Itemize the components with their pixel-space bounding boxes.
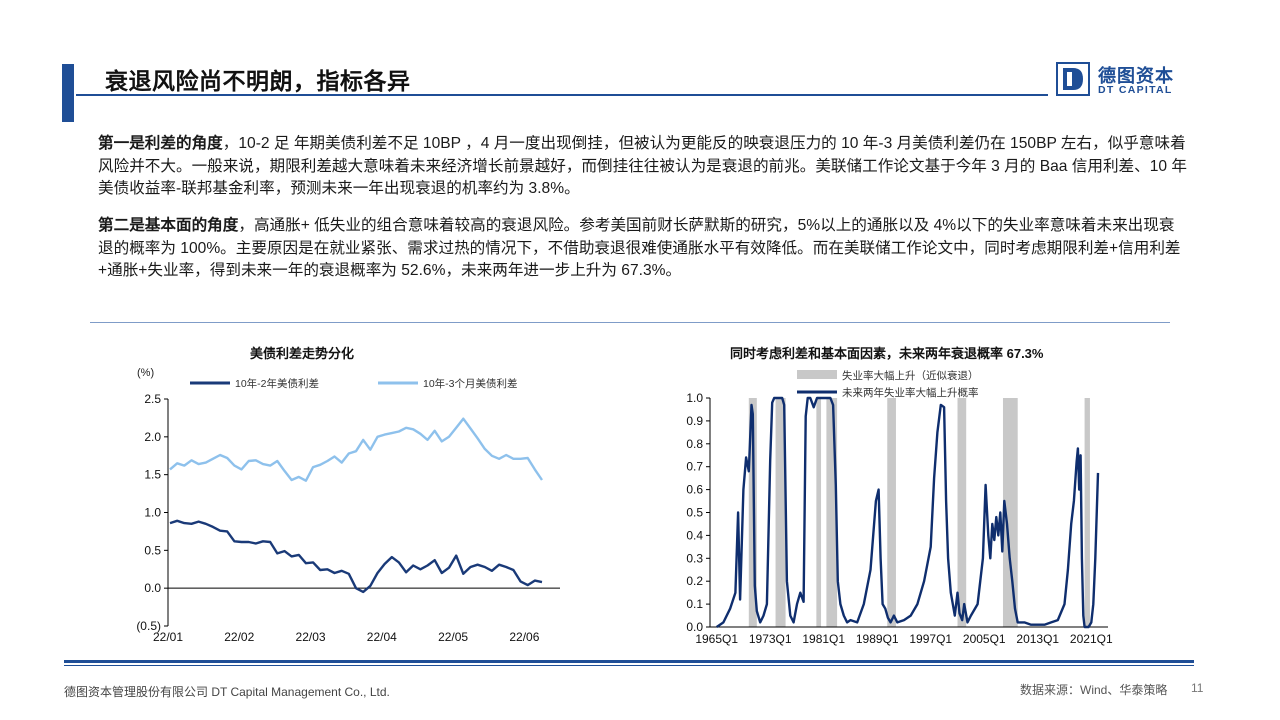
dt-logo-icon	[1056, 62, 1090, 96]
recession-band	[816, 398, 822, 627]
y-tick-label: 0.2	[686, 574, 703, 588]
y-tick-label: 0.7	[686, 460, 703, 474]
recession-band	[775, 398, 786, 627]
logo-english-name: DT CAPITAL	[1098, 84, 1173, 96]
x-tick-label: 22/03	[296, 630, 326, 644]
x-tick-label: 22/04	[367, 630, 397, 644]
treasury-spread-chart: (%) 10年-2年美债利差 10年-3个月美债利差 2.5 2.0 1.5 1.0 0.5 0…	[136, 367, 560, 644]
x-tick-label: 1997Q1	[909, 632, 952, 646]
chart1-title: 美债利差走势分化	[250, 346, 355, 361]
y-tick-label: 1.5	[144, 468, 161, 482]
y-axis-unit-label: (%)	[137, 367, 154, 379]
x-tick-label: 2005Q1	[963, 632, 1006, 646]
logo-chinese-name: 德图资本	[1098, 66, 1174, 86]
y-tick-label: 0.9	[686, 414, 703, 428]
y-tick-label: 2.5	[144, 392, 161, 406]
title-accent-bar	[62, 64, 74, 122]
brand-logo: 德图资本 DT CAPITAL	[1056, 62, 1186, 98]
y-tick-label: 0.8	[686, 437, 703, 451]
footer-rule-thin	[64, 665, 1194, 666]
y-tick-label: 0.3	[686, 551, 703, 565]
y-tick-label: 0.1	[686, 597, 703, 611]
x-tick-label: 22/02	[224, 630, 254, 644]
paragraph-lead: 第二是基本面的角度	[98, 217, 239, 234]
recession-probability-chart: 失业率大幅上升（近似衰退） 未来两年失业率大幅上升概率 1.0 0.9 0.8 0.7 0.…	[686, 369, 1113, 646]
x-tick-label: 2021Q1	[1070, 632, 1113, 646]
probability-line	[716, 396, 1100, 629]
paragraph-fundamental-view: 第二是基本面的角度，高通胀+ 低失业的组合意味着较高的衰退风险。参考美国前财长萨…	[98, 215, 1190, 283]
recession-band	[826, 398, 838, 627]
x-tick-label: 1965Q1	[695, 632, 738, 646]
y-tick-label: 1.0	[686, 391, 703, 405]
paragraph-lead: 第一是利差的角度	[98, 135, 223, 152]
data-source: 数据来源：Wind、华泰策略	[1020, 683, 1168, 697]
page-title: 衰退风险尚不明朗，指标各异	[105, 68, 411, 94]
x-tick-label: 22/06	[509, 630, 539, 644]
x-tick-label: 2013Q1	[1016, 632, 1059, 646]
page-number: 11	[1191, 681, 1204, 695]
x-tick-label: 22/05	[438, 630, 468, 644]
paragraph-body: ，10-2 足 年期美债利差不足 10BP ，4 月一度出现倒挂，但被认为更能反…	[98, 135, 1188, 197]
legend-swatch-shaded	[797, 370, 837, 379]
footer-rule-thick	[64, 660, 1194, 663]
y-tick-label: 2.0	[144, 430, 161, 444]
chart2-title: 同时考虑利差和基本面因素，未来两年衰退概率 67.3%	[730, 346, 1044, 361]
paragraph-body: ，高通胀+ 低失业的组合意味着较高的衰退风险。参考美国前财长萨默斯的研究，5%以…	[98, 217, 1181, 279]
x-tick-label: 22/01	[153, 630, 183, 644]
x-tick-label: 1989Q1	[856, 632, 899, 646]
legend-label: 未来两年失业率大幅上升概率	[842, 386, 979, 399]
recession-band	[887, 398, 896, 627]
recession-band	[957, 398, 967, 627]
legend-label: 10年-3个月美债利差	[423, 377, 518, 390]
legend-label: 10年-2年美债利差	[235, 377, 319, 390]
company-name: 德图资本管理股份有限公司 DT Capital Management Co., …	[64, 685, 390, 699]
y-tick-label: (0.5)	[136, 619, 161, 633]
x-tick-label: 1973Q1	[749, 632, 792, 646]
title-underline	[76, 94, 1048, 96]
recession-band	[1002, 398, 1018, 627]
y-tick-label: 0.0	[686, 620, 703, 634]
y-tick-label: 0.5	[686, 506, 703, 520]
section-divider	[90, 322, 1170, 323]
recession-band	[1084, 398, 1090, 627]
paragraph-spread-view: 第一是利差的角度，10-2 足 年期美债利差不足 10BP ，4 月一度出现倒挂…	[98, 133, 1190, 201]
series-line-1	[169, 519, 543, 594]
y-tick-label: 0.6	[686, 483, 703, 497]
y-tick-label: 1.0	[144, 506, 161, 520]
y-tick-label: 0.4	[686, 528, 703, 542]
y-tick-label: 0.5	[144, 543, 161, 557]
y-tick-label: 0.0	[144, 581, 161, 595]
x-tick-label: 1981Q1	[802, 632, 845, 646]
legend-label: 失业率大幅上升（近似衰退）	[842, 369, 979, 382]
series-line-2	[169, 417, 543, 482]
